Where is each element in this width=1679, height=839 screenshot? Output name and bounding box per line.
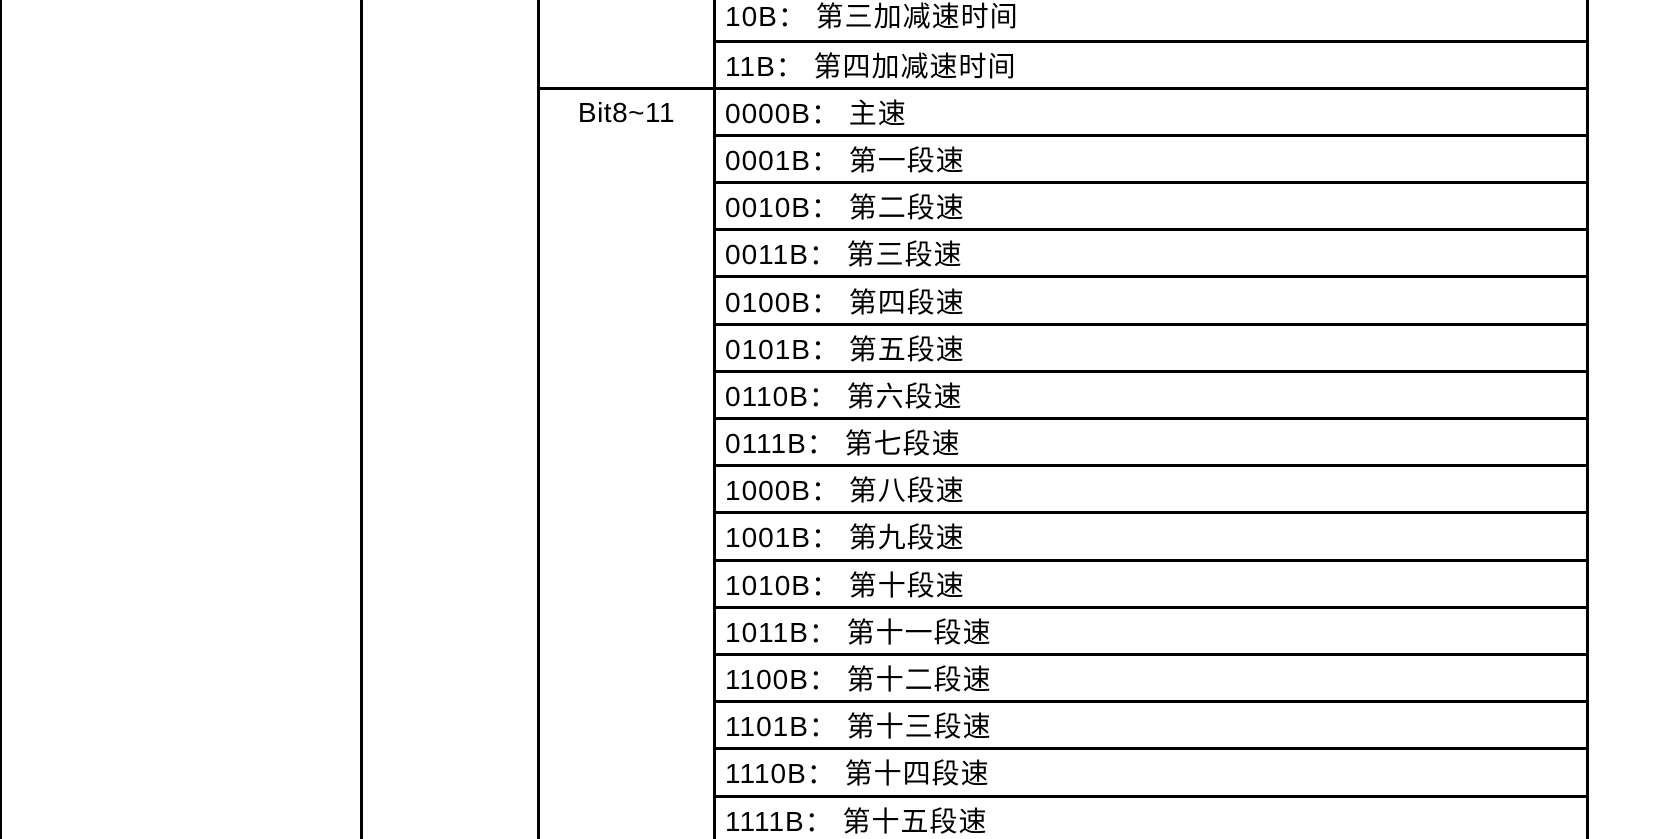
table-row: 1100B： 第十二段速: [716, 656, 1586, 704]
bit-range-label: Bit8~11: [577, 97, 676, 128]
table-row: 0111B： 第七段速: [716, 420, 1586, 468]
table-border-col2: [537, 0, 540, 839]
table-row: 0101B： 第五段速: [716, 326, 1586, 373]
table-row: 0001B： 第一段速: [716, 137, 1586, 185]
table-border-col3: [713, 0, 716, 839]
table-row: 1111B： 第十五段速: [716, 798, 1586, 839]
table-row: 0100B： 第四段速: [716, 278, 1586, 326]
table-row: 0011B： 第三段速: [716, 231, 1586, 279]
table-border-left-edge: [0, 0, 2, 839]
table-border-right: [1586, 0, 1589, 839]
table-row: 0010B： 第二段速: [716, 184, 1586, 232]
table-row: 1001B： 第九段速: [716, 514, 1586, 562]
table-row: 0110B： 第六段速: [716, 373, 1586, 420]
table-row: 1000B： 第八段速: [716, 467, 1586, 515]
table-row: 1010B： 第十段速: [716, 562, 1586, 609]
table-row: 11B： 第四加减速时间: [716, 43, 1586, 90]
table-row: 1110B： 第十四段速: [716, 750, 1586, 798]
bit-cell-top-border: [537, 86, 717, 90]
table-row: 1011B： 第十一段速: [716, 609, 1586, 656]
table-row: 0000B： 主速: [716, 90, 1586, 137]
table-border-col1: [360, 0, 363, 839]
table-row: 10B： 第三加减速时间: [716, 0, 1586, 43]
table-row: 1101B： 第十三段速: [716, 703, 1586, 751]
value-column: 10B： 第三加减速时间 11B： 第四加减速时间 0000B： 主速 0001…: [716, 0, 1586, 839]
